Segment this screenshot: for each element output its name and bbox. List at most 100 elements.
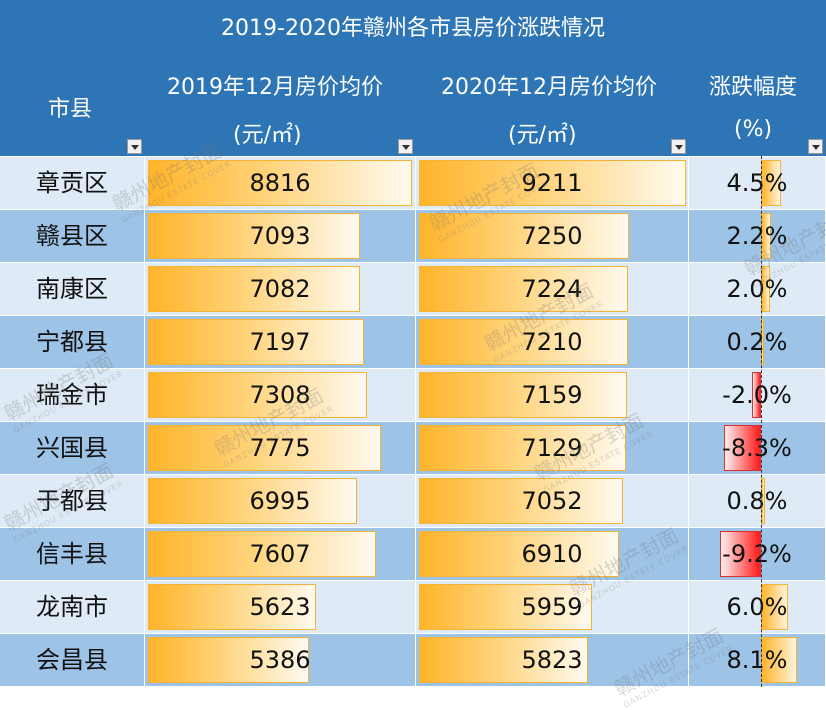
col-header-2020-unit: (元/㎡): [508, 123, 577, 148]
change-value: 8.1%: [726, 646, 788, 674]
change-cell: 6.0%: [689, 581, 826, 634]
price-2020-value: 7129: [521, 434, 583, 462]
price-2020-value: 7159: [521, 381, 583, 409]
change-cell: 8.1%: [689, 634, 826, 687]
price-2019-value: 8816: [249, 169, 311, 197]
price-2019-value: 7093: [249, 222, 311, 250]
price-2020-cell: 5823: [416, 634, 689, 687]
filter-dropdown-icon[interactable]: [398, 139, 413, 154]
price-2020-cell: 7052: [416, 475, 689, 528]
table-row: 兴国县 7775 7129 -8.3%: [0, 422, 826, 475]
price-2020-value: 9211: [521, 169, 583, 197]
change-cell: 0.2%: [689, 316, 826, 369]
zero-axis-line: [761, 156, 762, 687]
price-2020-value: 7250: [521, 222, 583, 250]
price-2019-value: 5386: [249, 646, 311, 674]
change-value: -2.0%: [722, 381, 792, 409]
price-2020-cell: 7250: [416, 210, 689, 263]
price-2020-value: 5823: [521, 646, 583, 674]
table-row: 赣县区 7093 7250 2.2%: [0, 210, 826, 263]
price-2020-bar: [419, 531, 619, 577]
change-cell: -9.2%: [689, 528, 826, 581]
price-2019-cell: 5623: [145, 581, 416, 634]
table-row: 信丰县 7607 6910 -9.2%: [0, 528, 826, 581]
change-cell: -2.0%: [689, 369, 826, 422]
change-value: 6.0%: [726, 593, 788, 621]
change-negative-bar: [724, 425, 761, 471]
price-2019-value: 5623: [249, 593, 311, 621]
price-2019-cell: 8816: [145, 157, 416, 210]
price-2019-cell: 7775: [145, 422, 416, 475]
price-2020-cell: 7210: [416, 316, 689, 369]
filter-dropdown-icon[interactable]: [127, 139, 142, 154]
change-cell: -8.3%: [689, 422, 826, 475]
price-2020-cell: 5959: [416, 581, 689, 634]
price-2020-cell: 7129: [416, 422, 689, 475]
price-2019-value: 7308: [249, 381, 311, 409]
city-name: 信丰县: [0, 528, 145, 581]
change-cell: 4.5%: [689, 157, 826, 210]
price-2020-value: 7224: [521, 275, 583, 303]
price-2019-cell: 7197: [145, 316, 416, 369]
price-2019-bar: [148, 319, 364, 365]
change-value: -8.3%: [722, 434, 792, 462]
col-header-change: 涨跌幅度: [709, 75, 798, 100]
city-name: 兴国县: [0, 422, 145, 475]
price-2020-value: 7052: [521, 487, 583, 515]
change-cell: 0.8%: [689, 475, 826, 528]
table-header: 2019-2020年赣州各市县房价涨跌情况 市县 2019年12月房价均价 (元…: [0, 0, 826, 156]
price-2019-bar: [148, 372, 367, 418]
table-row: 会昌县 5386 5823 8.1%: [0, 634, 826, 687]
price-2020-bar: [419, 213, 629, 259]
price-2020-bar: [419, 478, 623, 524]
price-2019-bar: [148, 637, 309, 683]
price-2020-cell: 7159: [416, 369, 689, 422]
table-row: 宁都县 7197 7210 0.2%: [0, 316, 826, 369]
change-value: 0.2%: [726, 328, 788, 356]
city-name: 南康区: [0, 263, 145, 316]
price-2020-bar: [419, 319, 628, 365]
price-2019-cell: 7082: [145, 263, 416, 316]
change-negative-bar: [720, 531, 761, 577]
price-2020-value: 6910: [521, 540, 583, 568]
table-row: 龙南市 5623 5959 6.0%: [0, 581, 826, 634]
price-2019-value: 6995: [249, 487, 311, 515]
filter-dropdown-icon[interactable]: [671, 139, 686, 154]
price-2019-bar: [148, 584, 316, 630]
city-name: 章贡区: [0, 157, 145, 210]
filter-dropdown-icon[interactable]: [808, 139, 823, 154]
price-2019-cell: 7308: [145, 369, 416, 422]
price-2019-value: 7775: [249, 434, 311, 462]
change-value: 4.5%: [726, 169, 788, 197]
table-row: 南康区 7082 7224 2.0%: [0, 263, 826, 316]
price-2019-bar: [148, 213, 360, 259]
change-positive-bar: [761, 584, 788, 630]
change-negative-bar: [752, 372, 761, 418]
price-2019-cell: 6995: [145, 475, 416, 528]
price-2020-bar: [419, 372, 627, 418]
price-2019-value: 7607: [249, 540, 311, 568]
change-cell: 2.2%: [689, 210, 826, 263]
price-2020-value: 5959: [521, 593, 583, 621]
price-2019-value: 7197: [249, 328, 311, 356]
col-header-change-unit: (%): [734, 117, 773, 142]
change-value: 0.8%: [726, 487, 788, 515]
change-positive-bar: [761, 637, 797, 683]
table-row: 瑞金市 7308 7159 -2.0%: [0, 369, 826, 422]
col-header-2019: 2019年12月房价均价: [167, 75, 383, 100]
change-value: 2.2%: [726, 222, 788, 250]
change-cell: 2.0%: [689, 263, 826, 316]
price-2020-bar: [419, 160, 686, 206]
col-header-2020: 2020年12月房价均价: [441, 75, 657, 100]
price-2020-bar: [419, 266, 628, 312]
price-2020-bar: [419, 425, 626, 471]
table-row: 章贡区 8816 9211 4.5%: [0, 157, 826, 210]
city-name: 赣县区: [0, 210, 145, 263]
city-name: 龙南市: [0, 581, 145, 634]
price-2019-value: 7082: [249, 275, 311, 303]
price-2020-cell: 6910: [416, 528, 689, 581]
price-2019-bar: [148, 531, 376, 577]
change-value: 2.0%: [726, 275, 788, 303]
price-2020-bar: [419, 584, 592, 630]
city-name: 会昌县: [0, 634, 145, 687]
